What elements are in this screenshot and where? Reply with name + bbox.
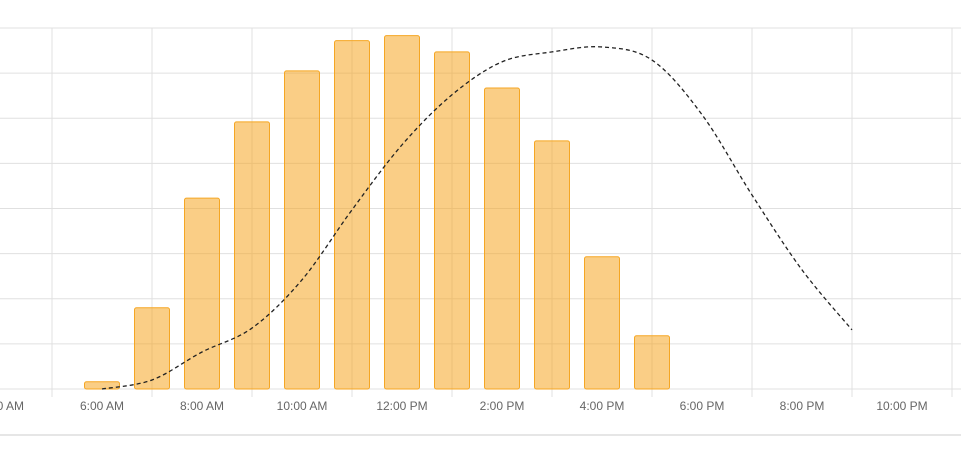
bar bbox=[534, 140, 570, 390]
x-tick-label: 6:00 AM bbox=[80, 399, 124, 413]
x-tick-label: 8:00 AM bbox=[180, 399, 224, 413]
bar bbox=[334, 40, 370, 390]
bar bbox=[284, 70, 320, 390]
bar bbox=[134, 307, 170, 390]
bar bbox=[234, 121, 270, 390]
bar bbox=[484, 87, 520, 390]
x-tick-label: 8:00 PM bbox=[780, 399, 825, 413]
line bbox=[101, 46, 853, 390]
bar bbox=[634, 335, 670, 390]
x-tick-label: 4:00 AM bbox=[0, 399, 24, 413]
x-tick-label: 6:00 PM bbox=[680, 399, 725, 413]
bar bbox=[584, 256, 620, 390]
x-tick-label: 12:00 PM bbox=[376, 399, 427, 413]
x-tick-label: 10:00 AM bbox=[277, 399, 328, 413]
bar bbox=[434, 51, 470, 390]
x-tick-label: 10:00 PM bbox=[876, 399, 927, 413]
x-tick-label: 2:00 PM bbox=[480, 399, 525, 413]
x-tick-label: 4:00 PM bbox=[580, 399, 625, 413]
bar bbox=[84, 381, 120, 390]
bar bbox=[384, 35, 420, 390]
bar bbox=[184, 197, 220, 390]
